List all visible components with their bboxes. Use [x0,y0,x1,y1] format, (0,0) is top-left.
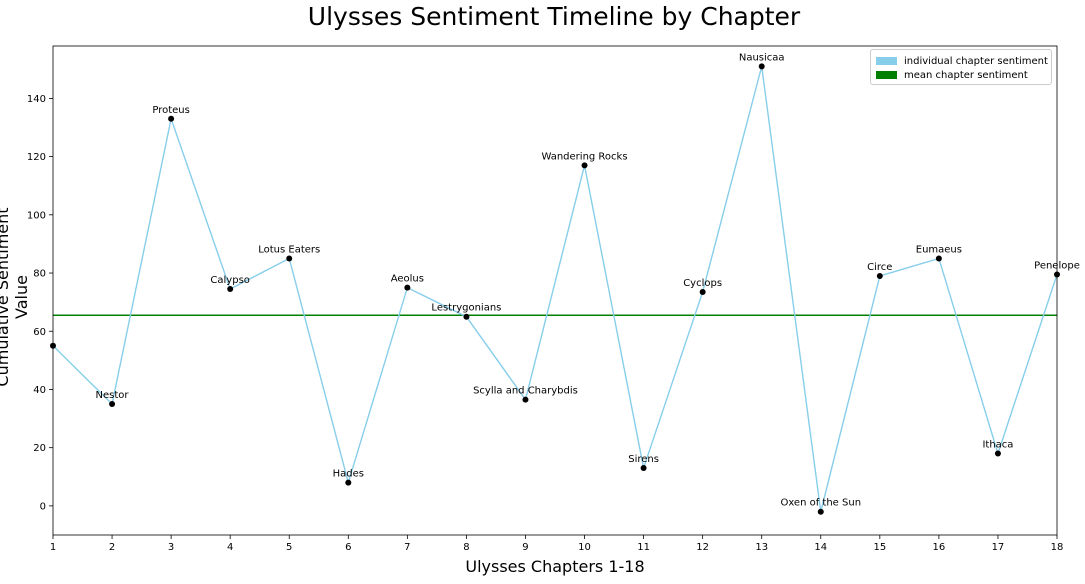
x-tick-label-6: 6 [345,542,351,553]
x-tick-label-17: 17 [992,542,1005,553]
y-tick-label-120: 120 [27,152,46,163]
legend-entry-mean: mean chapter sentiment [876,68,1028,82]
y-tick-label-100: 100 [27,210,46,221]
point-label-10: Wandering Rocks [541,151,627,162]
data-point-17 [994,450,1001,457]
x-axis-label: Ulysses Chapters 1-18 [465,557,645,576]
x-tick-label-8: 8 [463,542,469,553]
data-point-15 [876,272,883,279]
y-tick-label-20: 20 [33,443,46,454]
point-label-17: Ithaca [982,440,1013,451]
y-tick-label-0: 0 [40,501,46,512]
x-tick-label-16: 16 [933,542,946,553]
x-tick-label-18: 18 [1051,542,1064,553]
data-point-11 [640,465,647,472]
x-tick-label-13: 13 [755,542,768,553]
point-label-16: Eumaeus [916,244,962,255]
point-label-8: Lestrygonians [431,303,501,314]
x-tick-label-9: 9 [522,542,528,553]
chart-title: Ulysses Sentiment Timeline by Chapter [307,2,801,31]
x-tick-label-14: 14 [814,542,827,553]
point-label-11: Sirens [628,454,659,465]
point-label-7: Aeolus [391,274,424,285]
legend-label-individual: individual chapter sentiment [904,55,1048,67]
point-label-14: Oxen of the Sun [780,498,861,509]
y-tick-label-40: 40 [33,385,46,396]
data-point-5 [286,255,293,262]
x-tick-label-2: 2 [109,542,115,553]
data-point-3 [168,115,175,122]
point-label-2: Nestor [96,390,130,401]
data-point-2 [109,401,116,408]
data-point-13 [758,63,765,70]
x-tick-label-5: 5 [286,542,292,553]
data-point-9 [522,396,529,403]
x-tick-label-12: 12 [696,542,709,553]
legend-entry-individual: individual chapter sentiment [876,54,1048,68]
point-label-9: Scylla and Charybdis [473,386,578,397]
x-tick-label-11: 11 [637,542,650,553]
data-point-8 [463,313,470,320]
legend-swatch-individual [876,57,897,65]
y-tick-label-80: 80 [33,269,46,280]
point-label-15: Circe [867,262,892,273]
data-point-7 [404,284,411,291]
x-tick-label-10: 10 [578,542,591,553]
sentiment-line [52,66,1058,512]
legend-swatch-mean [876,71,897,79]
data-point-10 [581,162,588,169]
point-label-6: Hades [333,469,364,480]
point-label-12: Cyclops [683,278,722,289]
point-label-5: Lotus Eaters [258,244,320,255]
data-point-12 [699,288,706,295]
data-point-16 [935,255,942,262]
y-tick-label-140: 140 [27,94,46,105]
data-point-6 [345,479,352,486]
point-label-4: Calypso [210,275,249,286]
legend: individual chapter sentiment mean chapte… [870,49,1052,85]
y-tick-label-60: 60 [33,327,46,338]
point-label-3: Proteus [152,105,190,116]
data-point-14 [817,508,824,515]
x-tick-label-3: 3 [168,542,174,553]
plot-frame [52,45,1058,536]
x-tick-label-7: 7 [404,542,410,553]
legend-label-mean: mean chapter sentiment [904,69,1028,81]
data-point-4 [227,286,234,293]
x-tick-label-15: 15 [873,542,886,553]
y-axis-label: Cumulative Sentiment Value [0,207,31,387]
x-tick-label-4: 4 [227,542,233,553]
x-tick-label-1: 1 [50,542,56,553]
point-label-13: Nausicaa [739,52,785,63]
